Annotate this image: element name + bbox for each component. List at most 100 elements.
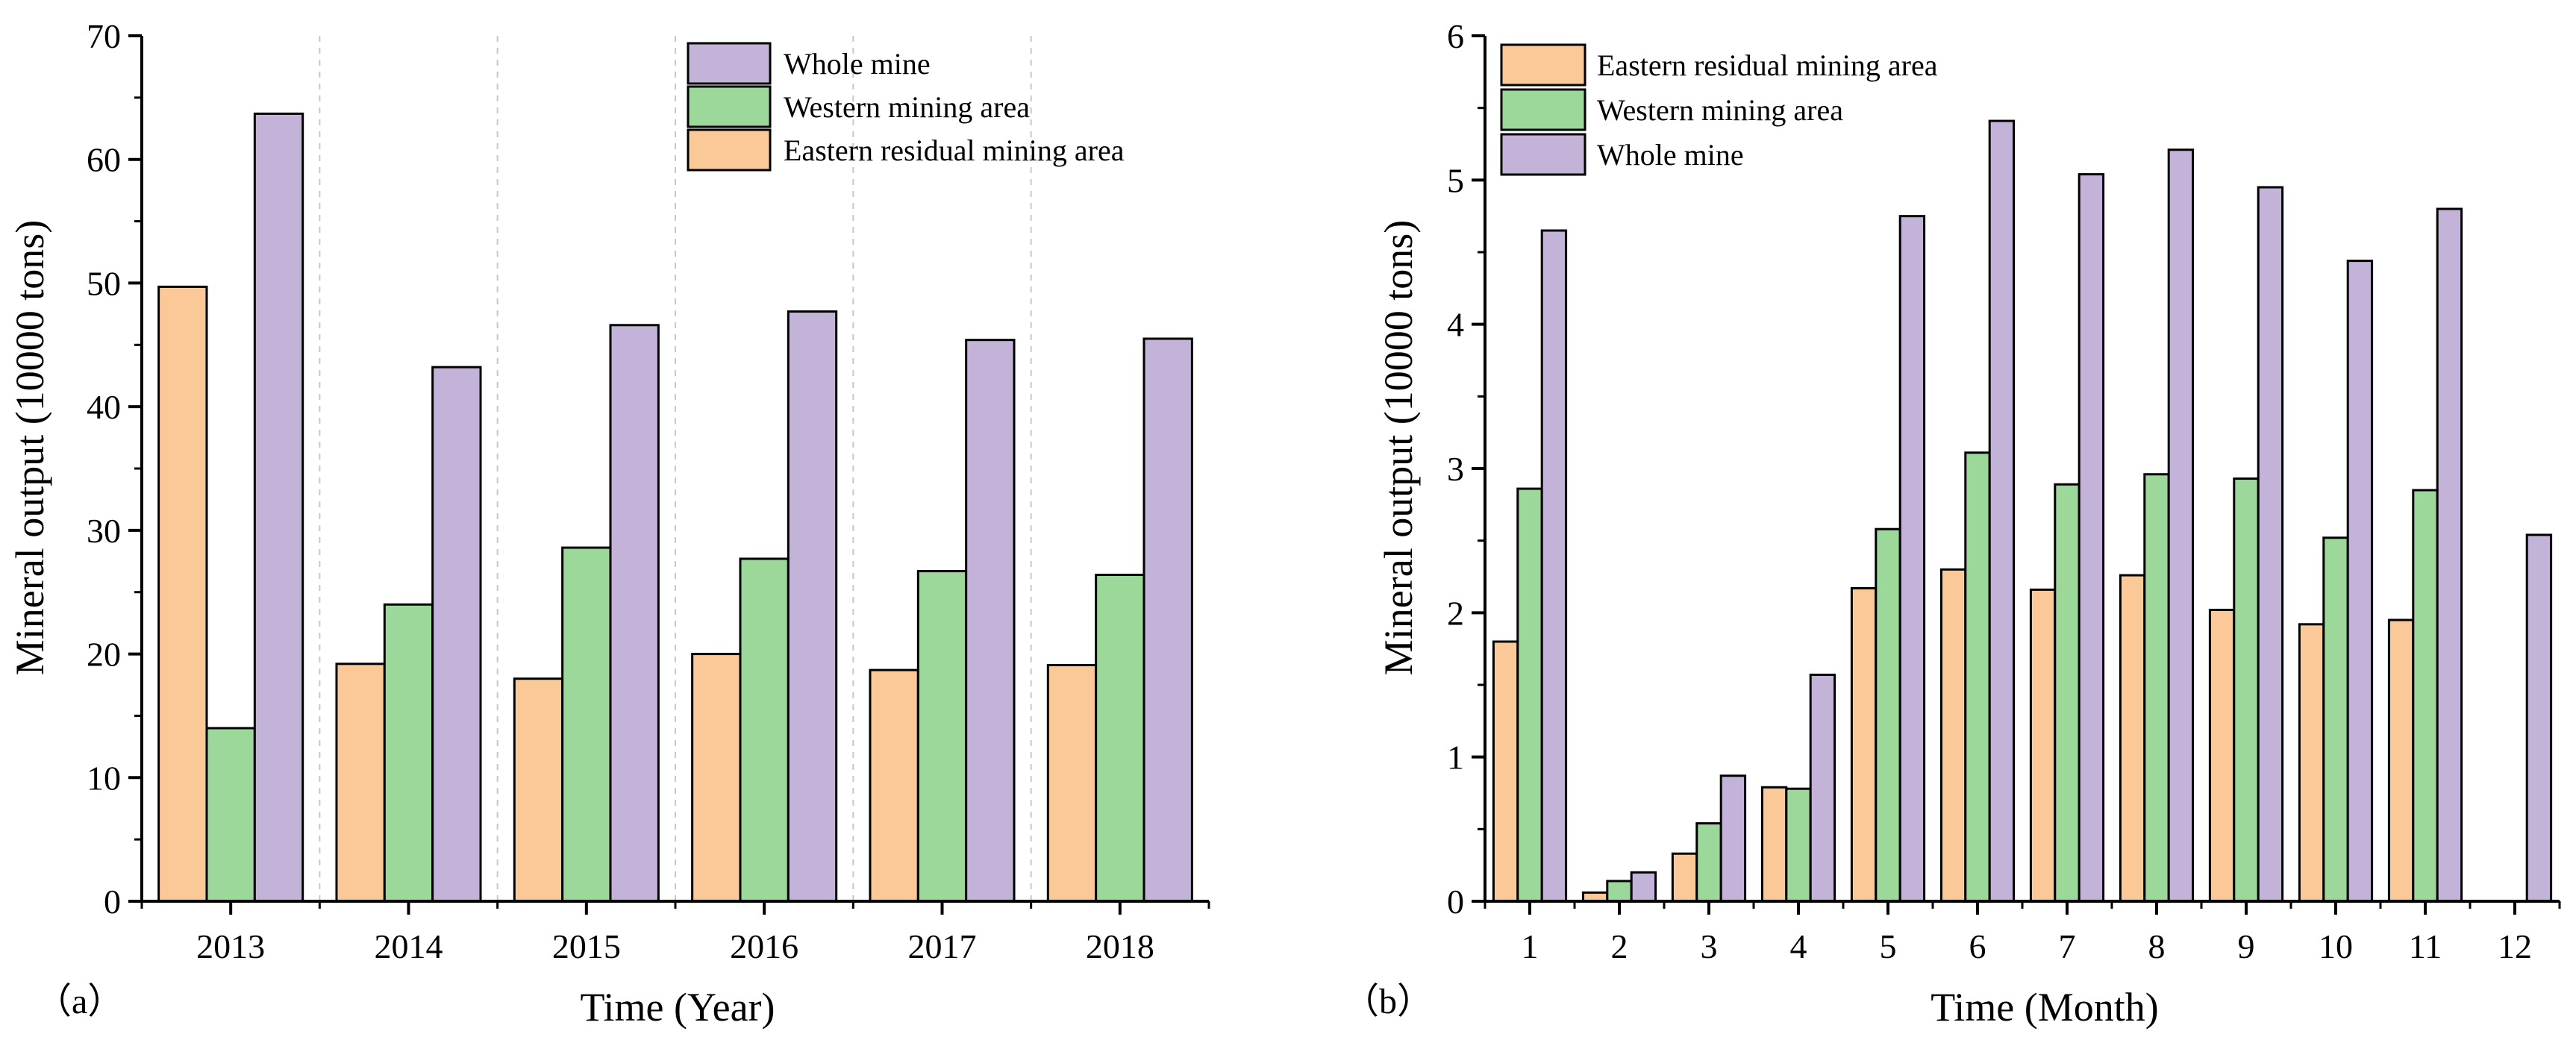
x-tick-label-5: 5 — [1880, 927, 1897, 965]
bar-eastern-4 — [1760, 786, 1788, 903]
bar-western-11 — [2412, 489, 2439, 903]
y-tick-label: 0 — [104, 883, 121, 921]
bar-western-3 — [1695, 822, 1722, 903]
y-tick-label: 10 — [87, 759, 121, 797]
x-tick-label-2016: 2016 — [730, 927, 798, 965]
bar-eastern-5 — [1850, 586, 1878, 903]
bar-western-4 — [1785, 787, 1812, 903]
x-tick-label-3: 3 — [1701, 927, 1718, 965]
y-tick-label: 4 — [1447, 306, 1464, 344]
y-tick-label: 5 — [1447, 161, 1464, 199]
bar-eastern-3 — [1671, 852, 1698, 903]
y-axis-title-a: Mineral output (10000 tons) — [7, 220, 52, 675]
x-tick-label-2018: 2018 — [1086, 927, 1154, 965]
y-tick-label: 30 — [87, 512, 121, 550]
bar-eastern-2014 — [335, 662, 386, 903]
bar-eastern-11 — [2387, 618, 2415, 903]
legend-label-whole: Whole mine — [1597, 138, 1744, 172]
chart-panel-a: 0 10 20 30 40 50 60 70 2013 2014 2015 2016 2017 2018 W… — [7, 17, 1210, 1030]
legend-label-whole: Whole mine — [784, 47, 931, 81]
bar-eastern-7 — [2029, 588, 2057, 903]
y-tick-label: 60 — [87, 141, 121, 179]
bar-whole-2015 — [609, 324, 660, 903]
x-tick-label-2017: 2017 — [908, 927, 977, 965]
panel-label-a: （a） — [36, 982, 123, 1021]
bar-western-2018 — [1095, 574, 1145, 903]
x-tick-label-12: 12 — [2498, 927, 2532, 965]
bar-whole-2018 — [1142, 337, 1193, 903]
x-tick-label-7: 7 — [2059, 927, 2076, 965]
bar-western-2015 — [561, 546, 612, 903]
bar-whole-2013 — [253, 112, 304, 903]
x-axis-title-a: Time (Year) — [580, 985, 775, 1030]
x-tick-label-6: 6 — [1969, 927, 1986, 965]
bar-whole-12 — [2525, 533, 2553, 903]
bar-eastern-9 — [2208, 608, 2236, 903]
x-tick-label-2013: 2013 — [196, 927, 265, 965]
bar-eastern-2018 — [1046, 663, 1098, 903]
bar-whole-9 — [2257, 186, 2284, 903]
bar-whole-2017 — [965, 339, 1016, 903]
bar-western-2014 — [383, 603, 434, 903]
x-tick-label-9: 9 — [2238, 927, 2255, 965]
legend-swatch-eastern — [1500, 43, 1586, 87]
y-tick-label: 3 — [1447, 450, 1464, 488]
y-tick-label: 0 — [1447, 883, 1464, 921]
bar-eastern-6 — [1939, 568, 1967, 903]
y-tick-label: 70 — [87, 17, 121, 55]
bar-whole-2016 — [787, 310, 838, 903]
bar-whole-8 — [2167, 148, 2195, 903]
bar-whole-7 — [2078, 173, 2105, 903]
bar-western-2013 — [205, 727, 256, 903]
bar-western-10 — [2322, 536, 2349, 903]
y-tick-label: 6 — [1447, 17, 1464, 55]
bar-eastern-2017 — [869, 668, 919, 903]
y-tick-label: 1 — [1447, 739, 1464, 777]
bar-whole-3 — [1719, 774, 1747, 903]
y-tick-label: 50 — [87, 264, 121, 302]
legend-label-eastern: Eastern residual mining area — [784, 134, 1125, 167]
bar-eastern-8 — [2119, 574, 2146, 903]
bar-whole-2 — [1630, 871, 1657, 903]
bar-western-9 — [2233, 477, 2260, 903]
bar-whole-10 — [2346, 260, 2374, 903]
y-axis-title-b: Mineral output (10000 tons) — [1376, 220, 1421, 675]
x-tick-label-11: 11 — [2409, 927, 2442, 965]
legend-swatch-whole — [1500, 133, 1586, 176]
bar-western-5 — [1875, 527, 1901, 903]
bar-eastern-2015 — [513, 677, 564, 903]
bar-eastern-2013 — [157, 285, 208, 903]
legend-swatch-western — [687, 85, 772, 128]
legend-label-western: Western mining area — [784, 90, 1030, 124]
bar-eastern-2016 — [691, 653, 742, 903]
panel-label-b: （b） — [1343, 982, 1433, 1021]
bar-whole-2014 — [431, 366, 482, 903]
bar-eastern-1 — [1492, 640, 1519, 903]
bar-eastern-10 — [2298, 623, 2325, 903]
bar-western-8 — [2143, 473, 2170, 903]
y-tick-label: 2 — [1447, 594, 1464, 632]
bar-whole-1 — [1540, 229, 1568, 903]
bar-whole-4 — [1809, 673, 1836, 903]
y-tick-label: 40 — [87, 388, 121, 426]
x-tick-label-1: 1 — [1522, 927, 1539, 965]
x-tick-label-2: 2 — [1611, 927, 1628, 965]
y-tick-label: 20 — [87, 636, 121, 674]
legend-swatch-western — [1500, 88, 1586, 131]
legend-label-western: Western mining area — [1597, 93, 1843, 127]
legend-swatch-eastern — [687, 128, 772, 172]
legend-label-eastern: Eastern residual mining area — [1597, 48, 1938, 82]
bar-whole-11 — [2436, 207, 2463, 903]
plot-area-a: 0 10 20 30 40 50 60 70 2013 2014 2015 2016 2017 2018 W… — [87, 17, 1210, 965]
legend-swatch-whole — [687, 42, 772, 85]
bar-western-7 — [2054, 483, 2081, 903]
bar-western-1 — [1516, 487, 1543, 903]
x-tick-label-10: 10 — [2319, 927, 2353, 965]
x-tick-label-4: 4 — [1790, 927, 1807, 965]
bar-western-6 — [1964, 451, 1991, 903]
x-tick-label-8: 8 — [2148, 927, 2166, 965]
bar-whole-5 — [1898, 215, 1926, 903]
